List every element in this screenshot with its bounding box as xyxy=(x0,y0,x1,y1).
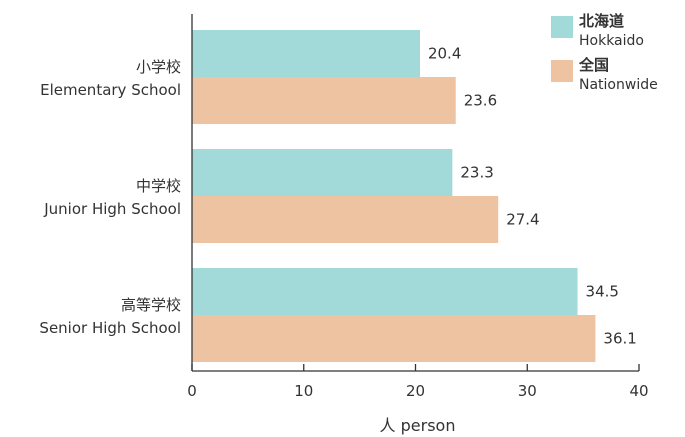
x-ticks-group: 0 10 20 30 40 xyxy=(187,364,649,400)
category-label-ja-2: 高等学校 xyxy=(121,296,181,314)
legend-label-nationwide-ja: 全国 xyxy=(578,56,609,74)
legend-label-hokkaido-en: Hokkaido xyxy=(579,33,644,49)
x-tick-label-3: 30 xyxy=(518,382,537,400)
category-labels-group: 小学校 Elementary School 中学校 Junior High Schoo… xyxy=(39,58,181,337)
legend-swatch-hokkaido xyxy=(551,16,573,38)
category-label-en-0: Elementary School xyxy=(40,81,181,99)
bars-group xyxy=(192,30,596,362)
x-axis-title: 人 person xyxy=(380,416,456,435)
value-label-nationwide-1: 27.4 xyxy=(506,211,539,229)
value-label-hokkaido-0: 20.4 xyxy=(428,45,461,63)
x-tick-label-4: 40 xyxy=(629,382,648,400)
bar-nationwide-2 xyxy=(192,315,596,362)
bar-hokkaido-2 xyxy=(192,268,578,315)
category-label-ja-1: 中学校 xyxy=(136,177,181,195)
category-label-en-2: Senior High School xyxy=(39,319,181,337)
x-tick-label-2: 20 xyxy=(406,382,425,400)
legend-label-hokkaido-ja: 北海道 xyxy=(579,12,624,30)
value-label-nationwide-0: 23.6 xyxy=(464,92,497,110)
x-tick-label-1: 10 xyxy=(294,382,313,400)
category-label-ja-0: 小学校 xyxy=(136,58,181,76)
bar-nationwide-1 xyxy=(192,196,499,243)
value-label-hokkaido-1: 23.3 xyxy=(460,164,493,182)
category-label-en-1: Junior High School xyxy=(43,200,181,218)
legend-swatch-nationwide xyxy=(551,60,573,82)
x-tick-label-0: 0 xyxy=(187,382,197,400)
bar-hokkaido-0 xyxy=(192,30,420,77)
bar-hokkaido-1 xyxy=(192,149,453,196)
legend: 北海道 Hokkaido 全国 Nationwide xyxy=(551,12,658,93)
value-labels-group: 20.4 23.6 23.3 27.4 34.5 36.1 xyxy=(428,45,637,348)
value-label-nationwide-2: 36.1 xyxy=(603,330,636,348)
value-label-hokkaido-2: 34.5 xyxy=(586,283,619,301)
bar-nationwide-0 xyxy=(192,77,456,124)
legend-label-nationwide-en: Nationwide xyxy=(579,77,658,93)
